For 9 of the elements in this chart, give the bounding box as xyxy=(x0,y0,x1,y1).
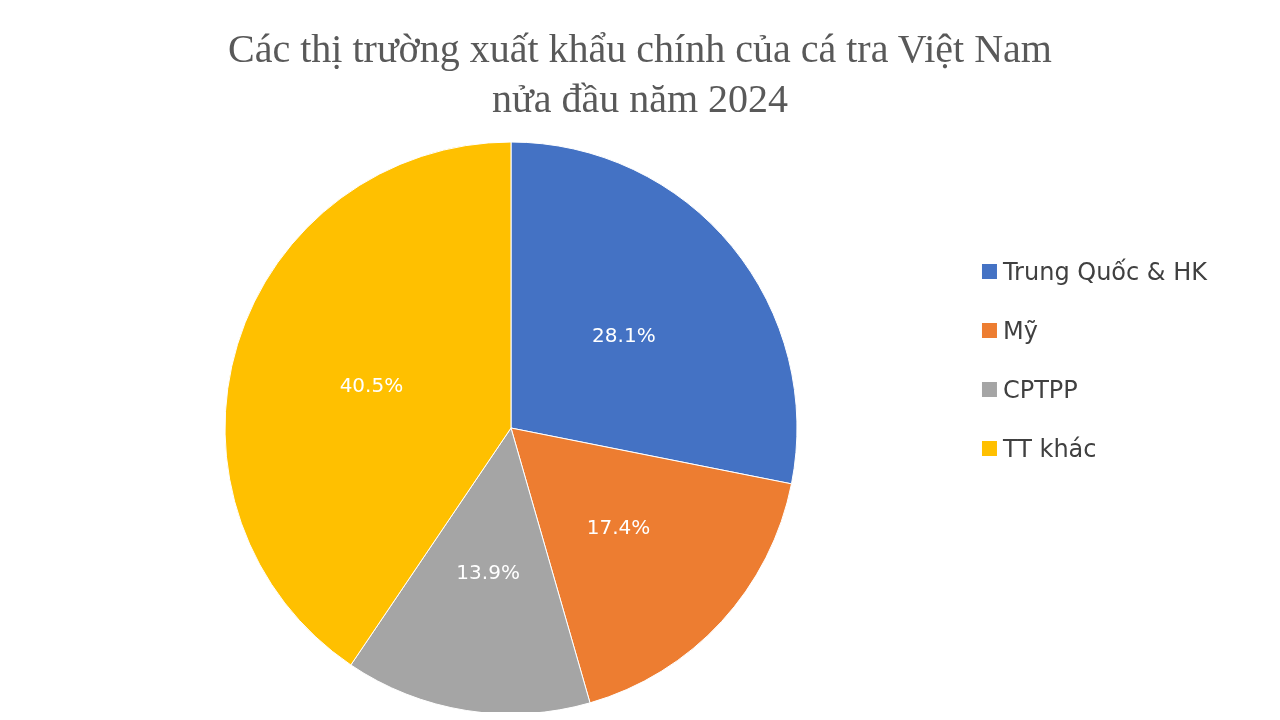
legend-label: CPTPP xyxy=(1002,375,1078,404)
legend-label: TT khác xyxy=(1001,434,1097,463)
data-label: 40.5% xyxy=(339,373,404,398)
data-label: 13.9% xyxy=(456,560,520,585)
data-label: 28.1% xyxy=(592,323,656,348)
chart-title: Các thị trường xuất khẩu chính của cá tra Việt Nam nửa đầu năm 2024 xyxy=(228,25,1052,121)
data-label: 17.4% xyxy=(586,514,651,539)
legend-label: Trung Quốc & HK xyxy=(1001,257,1209,286)
legend-label: Mỹ xyxy=(1002,316,1038,345)
